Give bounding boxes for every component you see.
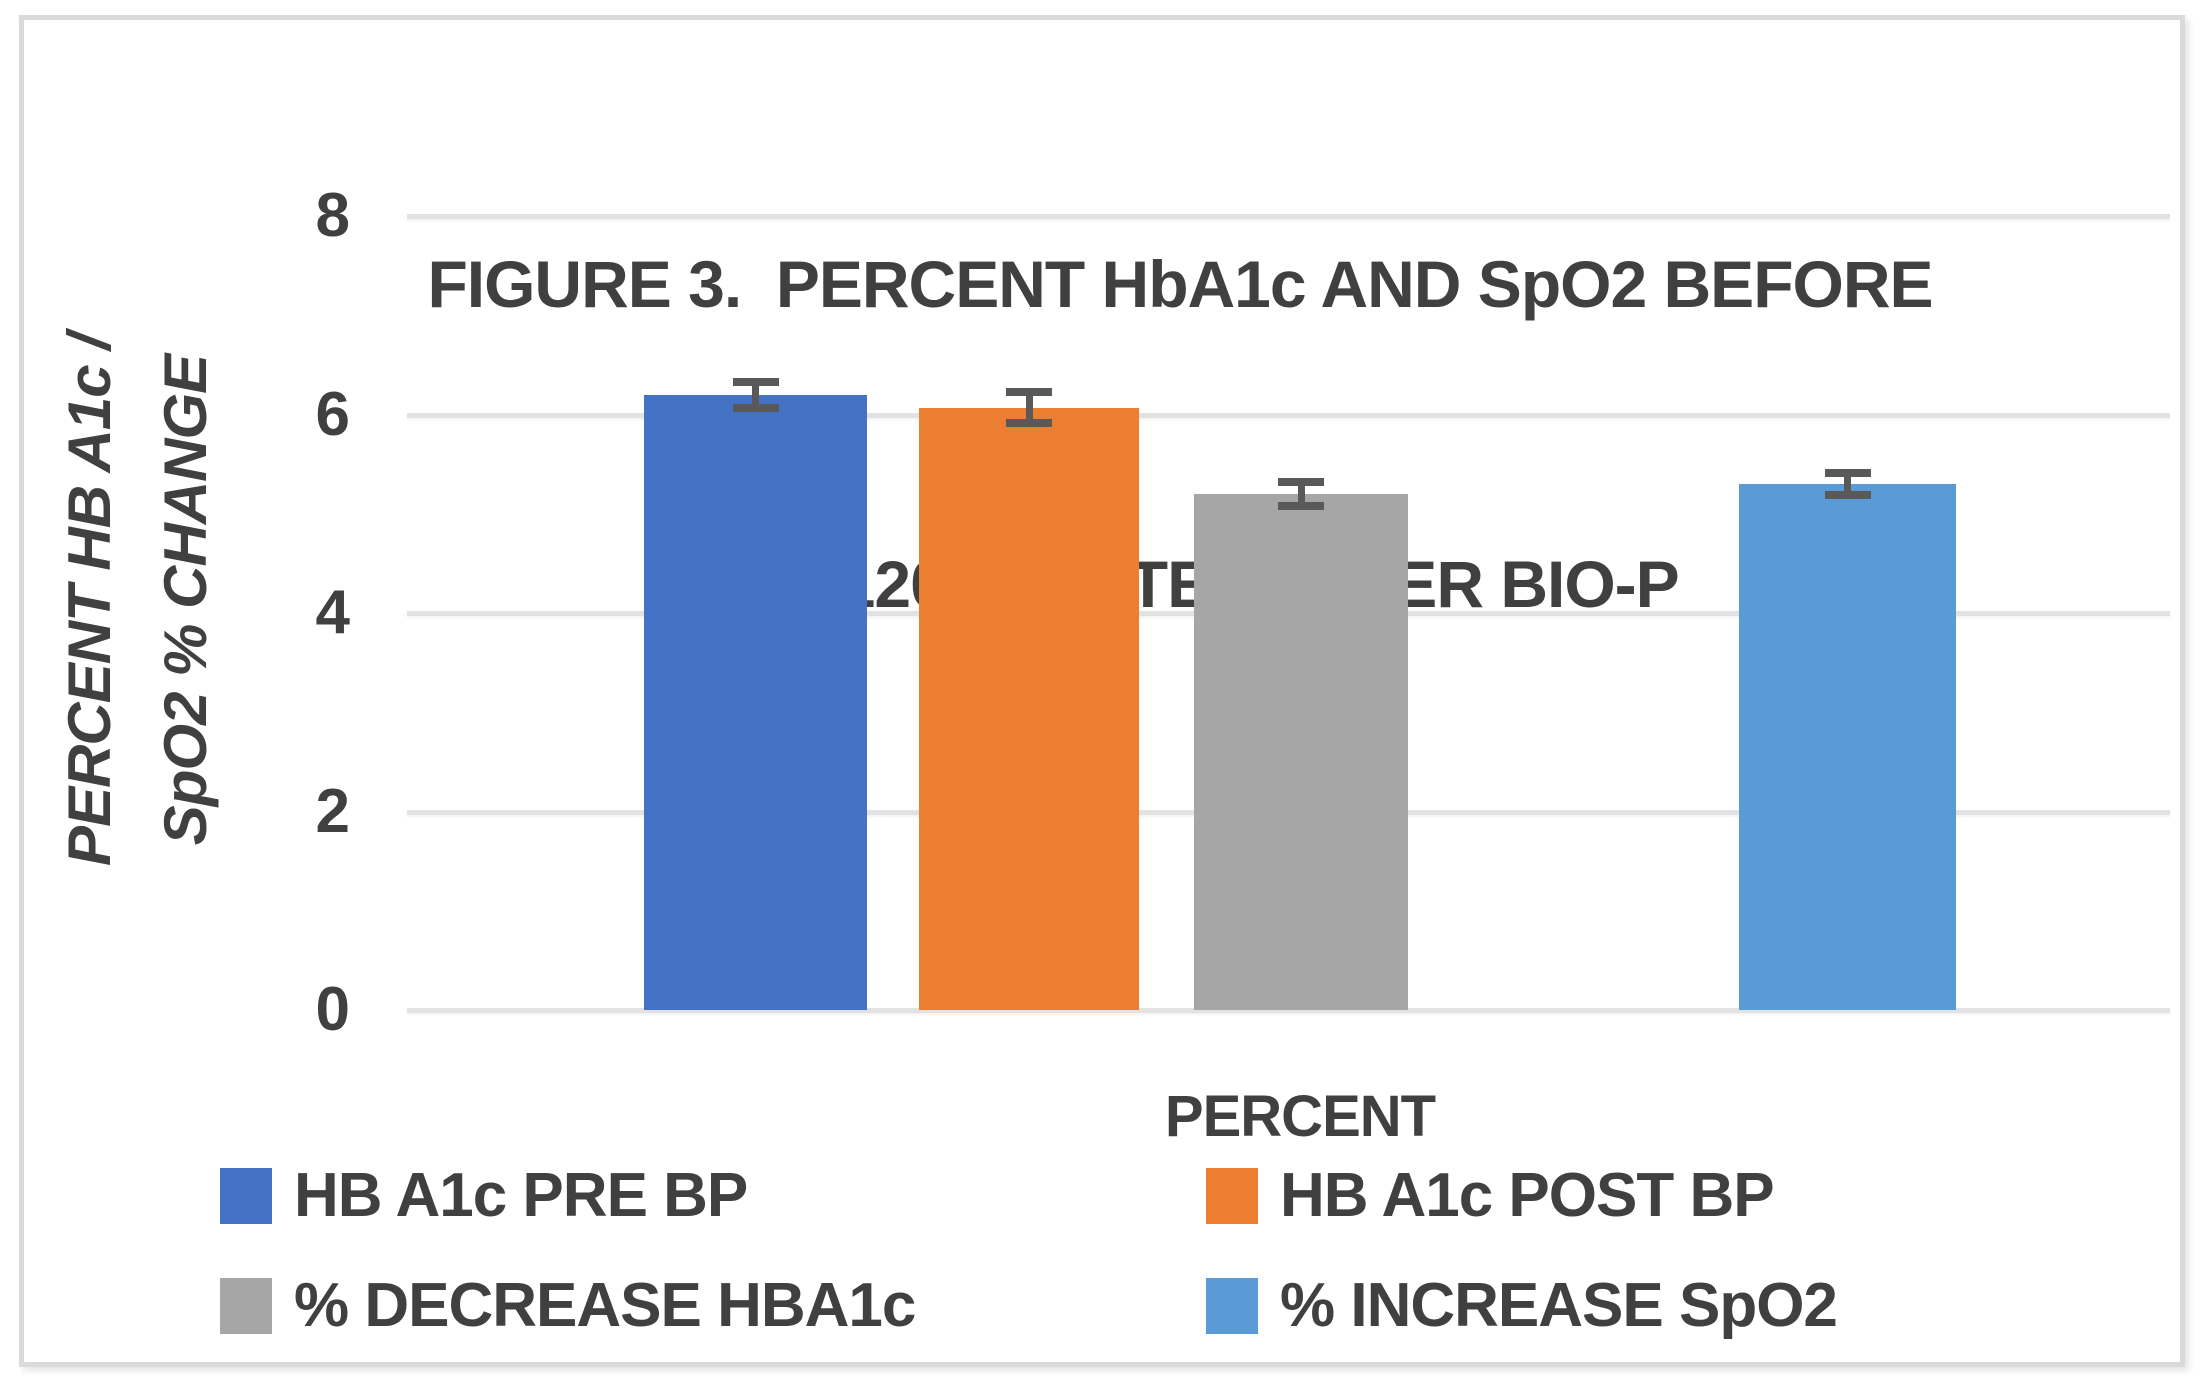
legend-swatch-orange xyxy=(1206,1168,1258,1224)
error-bar-cap xyxy=(1006,387,1052,396)
legend-item-hba1c-post-bp: HB A1c POST BP xyxy=(1206,1161,1775,1230)
gridline-y-0 xyxy=(407,1008,2170,1013)
legend-swatch-lightblue xyxy=(1206,1278,1258,1334)
error-bar-cap xyxy=(1824,469,1871,478)
legend-label: HB A1c POST BP xyxy=(1280,1161,1775,1230)
error-bar-cap xyxy=(1278,501,1324,510)
error-bar-line xyxy=(752,381,759,408)
y-tick-label-0: 0 xyxy=(315,975,350,1044)
y-tick-label-8: 8 xyxy=(315,181,350,250)
bar-hb-a1c-pre-bp xyxy=(644,394,867,1010)
error-bar-cap xyxy=(1006,419,1052,428)
error-bar-line xyxy=(1025,391,1033,424)
legend-item-increase-spo2: % INCREASE SpO2 xyxy=(1206,1271,1838,1340)
x-axis-category-label: PERCENT xyxy=(1164,1084,1436,1149)
error-bar-line xyxy=(1844,473,1851,495)
bar--decrease-hba1c xyxy=(1194,493,1408,1010)
error-bar-cap xyxy=(732,377,779,386)
legend-label: % INCREASE SpO2 xyxy=(1280,1271,1838,1340)
chart-title: FIGURE 3. PERCENT HbA1c AND SpO2 BEFORE … xyxy=(400,34,1960,834)
legend-label: % DECREASE HBA1c xyxy=(294,1271,916,1340)
legend-label: HB A1c PRE BP xyxy=(294,1161,748,1230)
legend-item-hba1c-pre-bp: HB A1c PRE BP xyxy=(220,1161,748,1230)
legend-item-decrease-hba1c: % DECREASE HBA1c xyxy=(220,1271,916,1340)
y-tick-label-4: 4 xyxy=(315,578,350,647)
error-bar-line xyxy=(1297,481,1305,506)
error-bar-cap xyxy=(732,403,779,412)
gridline-y-6 xyxy=(407,412,2170,418)
error-bar-cap xyxy=(1278,477,1324,486)
y-tick-label-2: 2 xyxy=(315,776,350,846)
chart-title-line1: FIGURE 3. PERCENT HbA1c AND SpO2 BEFORE xyxy=(427,247,1933,321)
y-tick-label-6: 6 xyxy=(315,379,350,449)
chart-title-line2: AND 120 MINUTES AFTER BIO-P xyxy=(681,547,1679,621)
y-axis-title-line1: PERCENT HB A1c / xyxy=(56,334,123,866)
bar--increase-spo2 xyxy=(1739,483,1956,1010)
legend-swatch-gray xyxy=(220,1278,272,1334)
error-bar-cap xyxy=(1824,490,1871,499)
gridline-y-8 xyxy=(407,214,2170,219)
bar-hb-a1c-post-bp xyxy=(919,407,1139,1010)
legend-swatch-blue xyxy=(220,1168,272,1224)
